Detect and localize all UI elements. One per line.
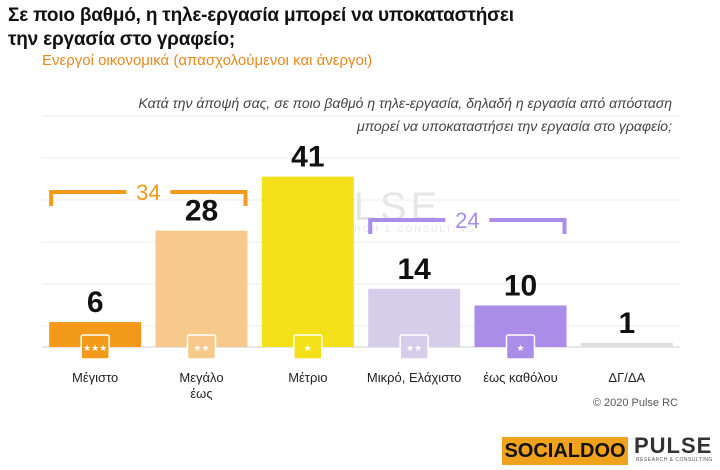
star-badge — [80, 334, 110, 360]
data-label: 1 — [618, 307, 635, 340]
category-label: Μέτριο — [288, 370, 327, 385]
survey-question: Κατά την άποψή σας, σε ποιο βαθμό η τηλε… — [52, 92, 672, 138]
category-label: ΔΓ/ΔΑ — [608, 370, 645, 385]
chart-title: Σε ποιο βαθμό, η τηλε-εργασία μπορεί να … — [8, 5, 514, 50]
star-badge — [186, 334, 217, 360]
pulse-logo: PULSE — [634, 433, 713, 458]
data-label: 28 — [185, 195, 218, 228]
category-label: έως καθόλου — [483, 370, 558, 385]
star-icon: ★ — [304, 344, 312, 354]
question-line-2: μπορεί να υποκαταστήσει την εργασία στο … — [357, 118, 672, 134]
data-label: 14 — [397, 253, 431, 286]
question-line-1: Κατά την άποψή σας, σε ποιο βαθμό η τηλε… — [138, 95, 672, 111]
data-label: 6 — [87, 286, 104, 319]
star-badge — [293, 334, 323, 360]
category-label: Μεγάλο — [179, 370, 223, 385]
star-icon: ★ — [516, 344, 524, 354]
data-label: 41 — [291, 141, 324, 174]
star-icon: ★★★ — [83, 344, 107, 354]
group-total-label: 34 — [136, 180, 160, 205]
star-icon: ★★ — [406, 344, 422, 354]
category-label: έως — [190, 386, 212, 401]
group-total-label: 24 — [455, 208, 479, 233]
pulse-logo-subtext: RESEARCH & CONSULTING — [636, 457, 713, 463]
star-icon: ★★ — [193, 344, 209, 354]
star-badge — [505, 334, 536, 360]
bar — [580, 342, 673, 347]
star-badge — [399, 334, 429, 360]
chart-subtitle: Ενεργοί οικονομικά (απασχολούμενοι και ά… — [42, 52, 373, 69]
bar — [155, 230, 248, 347]
socialdoo-logo: SOCIALDOO — [502, 437, 628, 465]
bar — [261, 176, 354, 347]
category-label: Μέγιστο — [72, 370, 118, 385]
data-label: 10 — [504, 269, 537, 302]
category-label: Μικρό, Ελάχιστο — [367, 370, 461, 385]
watermark-subtext: RESEARCH & CONSULTING — [314, 224, 476, 234]
copyright-note: © 2020 Pulse RC — [592, 397, 678, 409]
